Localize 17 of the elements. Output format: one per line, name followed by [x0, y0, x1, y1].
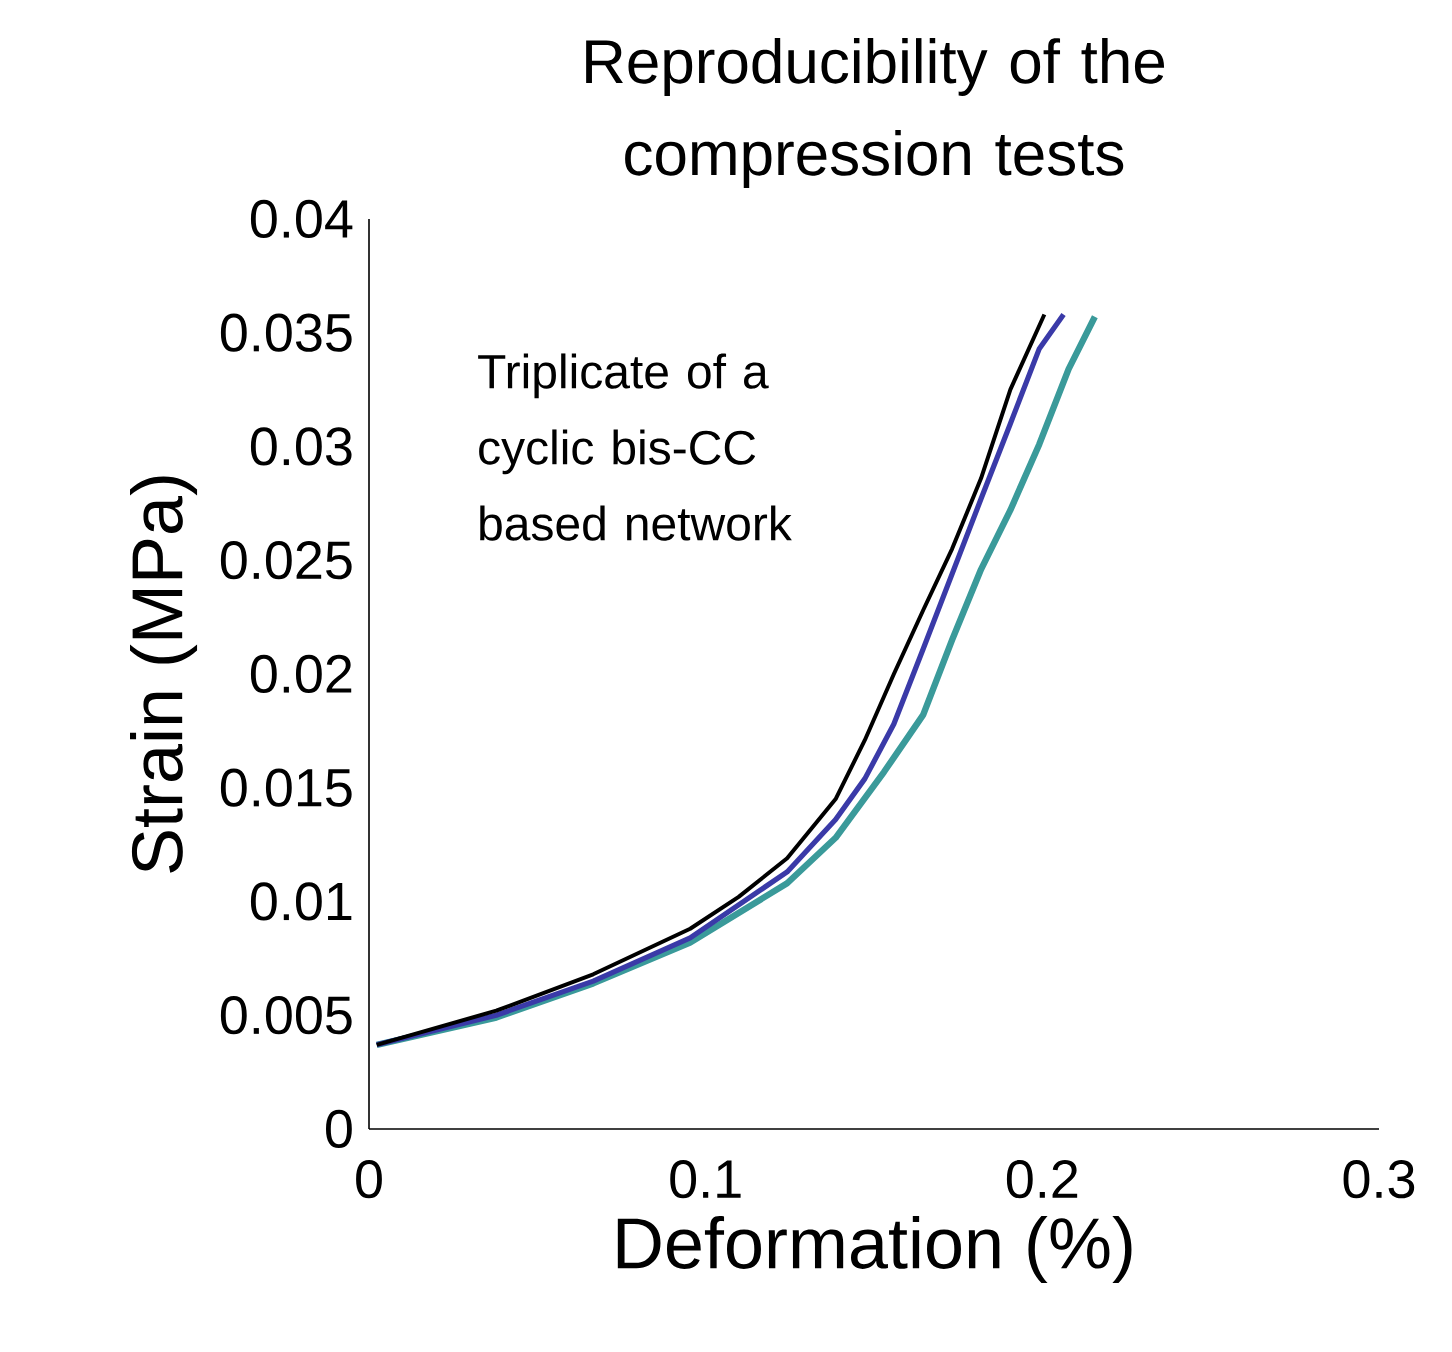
x-tick-label: 0.1	[670, 1160, 741, 1199]
chart-title: Reproducibility of the compression tests	[586, 38, 1165, 188]
y-tick-label: 0.03	[250, 427, 352, 466]
y-tick-label: 0.04	[250, 199, 353, 239]
y-tick-label: 0.01	[250, 882, 352, 921]
x-tick-label: 0.2	[1006, 1160, 1078, 1199]
y-tick-label: 0.025	[220, 541, 352, 580]
y-axis-title: Strain (MPa)	[130, 476, 198, 873]
y-tick-label: 0.005	[220, 996, 352, 1035]
y-tick-label: 0.02	[250, 654, 352, 694]
y-tick-label: 0.035	[220, 313, 352, 352]
x-tick-label: 0	[356, 1160, 382, 1199]
y-tick-label: 0.015	[220, 768, 352, 807]
x-axis-title: Deformation (%)	[617, 1216, 1132, 1284]
y-tick-label: 0	[326, 1109, 352, 1149]
x-tick-label: 0.3	[1343, 1160, 1415, 1199]
annotation: Triplicate of a cyclic bis-CC based network	[478, 353, 792, 541]
